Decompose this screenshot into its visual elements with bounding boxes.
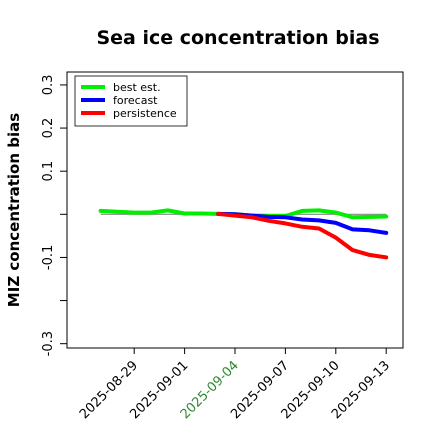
y-tick-label: -0.3 xyxy=(41,331,56,356)
y-axis-label: MIZ concentration bias xyxy=(5,113,23,307)
series-line-persistence xyxy=(216,211,389,260)
y-tick-label: 0.2 xyxy=(41,118,56,139)
y-tick-label: 0.3 xyxy=(41,75,56,96)
chart-title: Sea ice concentration bias xyxy=(96,27,379,49)
legend-label: forecast xyxy=(113,94,158,107)
y-tick-label: 0.1 xyxy=(41,161,56,182)
chart-marks: 0.30.20.1-0.1-0.32025-08-292025-09-01202… xyxy=(41,75,393,423)
y-tick-label: -0.1 xyxy=(41,245,56,270)
legend-label: persistence xyxy=(113,107,177,120)
legend-label: best est. xyxy=(113,81,161,94)
